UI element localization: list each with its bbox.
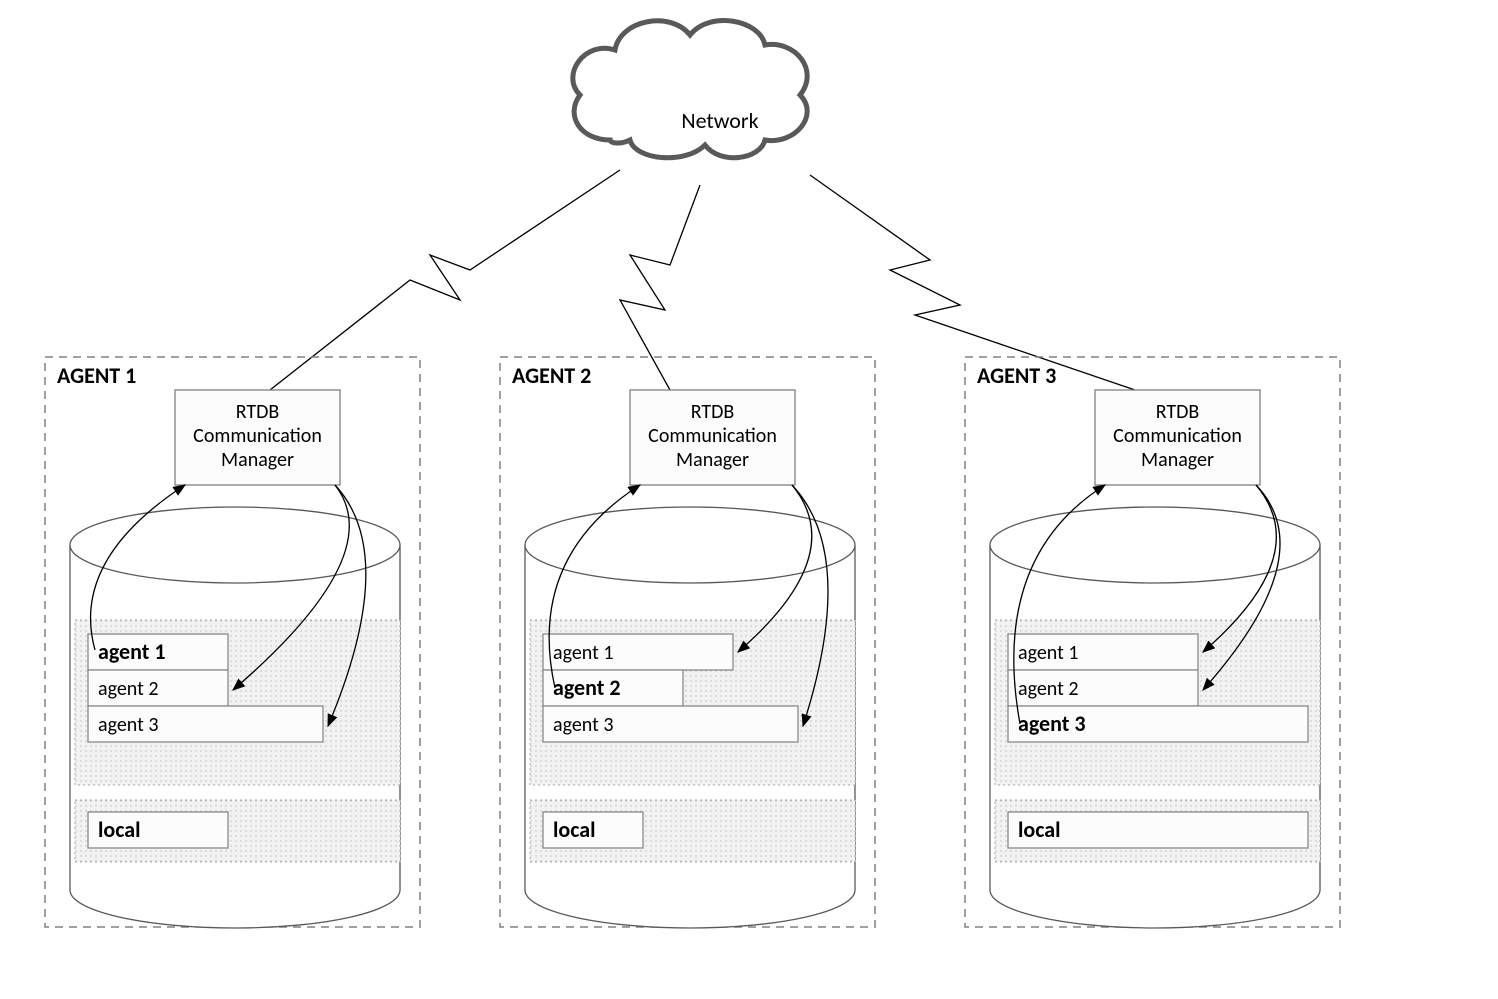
- agent-3-title: AGENT 3: [977, 362, 1056, 389]
- db-cylinder-top: [525, 507, 855, 583]
- comm-manager-label: Communication: [1113, 424, 1242, 448]
- local-entry-label: local: [553, 816, 596, 843]
- agent-1-title: AGENT 1: [57, 362, 136, 389]
- comm-manager-label: Manager: [676, 448, 749, 472]
- entry-label: agent 1: [553, 641, 613, 665]
- local-entry-label: local: [98, 816, 141, 843]
- entry-label: agent 1: [1018, 641, 1078, 665]
- comm-manager-label: Manager: [221, 448, 294, 472]
- comm-manager-label: Manager: [1141, 448, 1214, 472]
- agent-2-title: AGENT 2: [512, 362, 591, 389]
- comm-manager-label: Communication: [193, 424, 322, 448]
- db-cylinder-top: [70, 507, 400, 583]
- comm-manager-label: RTDB: [236, 400, 280, 424]
- entry-label: agent 3: [1018, 710, 1085, 737]
- network-cloud-label: Network: [681, 107, 758, 134]
- entry-label: agent 3: [98, 713, 158, 737]
- entry-label: agent 2: [1018, 677, 1078, 701]
- comm-manager-label: Communication: [648, 424, 777, 448]
- db-cylinder-top: [990, 507, 1320, 583]
- comm-manager-label: RTDB: [1156, 400, 1200, 424]
- architecture-diagram: NetworkAGENT 1RTDBCommunicationManagerag…: [0, 0, 1498, 999]
- entry-label: agent 1: [98, 638, 165, 665]
- entry-label: agent 2: [98, 677, 158, 701]
- comm-manager-label: RTDB: [691, 400, 735, 424]
- entry-label: agent 2: [553, 674, 620, 701]
- entry-label: agent 3: [553, 713, 613, 737]
- local-entry-label: local: [1018, 816, 1061, 843]
